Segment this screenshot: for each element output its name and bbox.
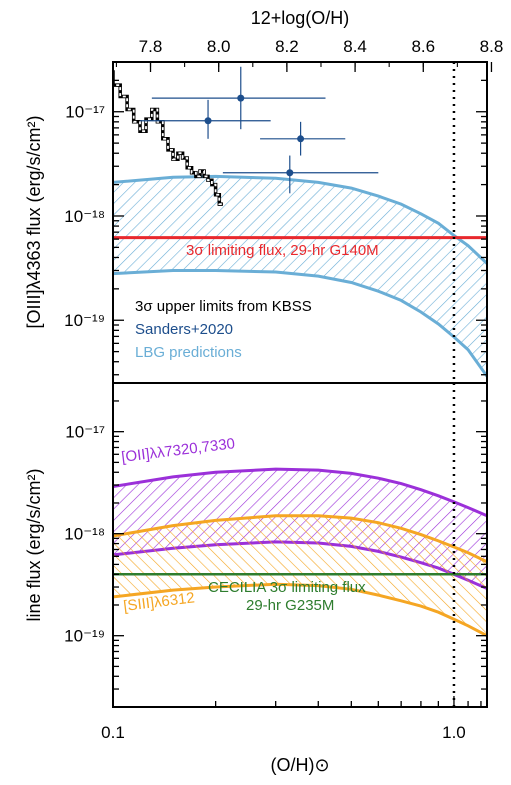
lbg-band-upper: [113, 174, 487, 265]
sanders-point: [204, 117, 212, 125]
legend-lbg: LBG predictions: [135, 344, 242, 361]
bottom-y-tick-label: 10⁻¹⁸: [64, 525, 105, 544]
g140m-limit-label: 3σ limiting flux, 29-hr G140M: [186, 242, 379, 259]
bottom-y-tick-label: 10⁻¹⁷: [65, 423, 105, 442]
g235m-limit-label-2: 29-hr G235M: [246, 597, 334, 614]
sanders-point: [297, 135, 305, 143]
bottom-x-tick-label: 0.1: [101, 723, 125, 742]
kbss-line-dots: [113, 70, 223, 205]
siii-band-group: [113, 514, 487, 638]
top-panel: 10⁻¹⁷ 10⁻¹⁸ 10⁻¹⁹ 7.8 8.0 8.2 8.4 8.6 8.8: [64, 37, 504, 384]
top-axis-title: 12+log(O/H): [251, 8, 350, 28]
top-y-tick-label: 10⁻¹⁷: [65, 103, 105, 122]
sanders-point: [286, 169, 294, 177]
top-x-tick-label: 8.8: [480, 37, 504, 56]
sanders-point: [237, 94, 245, 102]
bottom-panel-frame: [112, 382, 488, 708]
bottom-x-tick-label: 1.0: [442, 723, 466, 742]
top-y-tick-label: 10⁻¹⁹: [64, 311, 105, 330]
legend-kbss: 3σ upper limits from KBSS: [135, 298, 312, 315]
oii-band-upper: [113, 467, 487, 518]
top-x-tick-label: 8.0: [207, 37, 231, 56]
bottom-panel: 10⁻¹⁷ 10⁻¹⁸ 10⁻¹⁹ 0.1 1.0: [64, 382, 488, 742]
top-x-tick-label: 8.2: [275, 37, 299, 56]
legend-sanders: Sanders+2020: [135, 321, 233, 338]
top-y-axis-title: [OIII]λ4363 flux (erg/s/cm²): [24, 115, 44, 328]
lbg-band-group: [113, 174, 487, 378]
g235m-limit-label: CECILIA 3σ limiting flux: [208, 579, 366, 596]
siii-band-lower: [113, 582, 487, 638]
bottom-y-tick-label: 10⁻¹⁹: [64, 627, 105, 646]
kbss-group: [113, 70, 223, 206]
siii-band-upper: [113, 514, 487, 564]
oii-band-label: [OII]λλ7320,7330: [120, 435, 235, 466]
lbg-band-fill: [113, 176, 487, 377]
bottom-x-axis-title: (O/H)⊙: [270, 755, 329, 775]
lbg-band-lower: [113, 269, 487, 378]
top-x-tick-label: 7.8: [139, 37, 163, 56]
top-x-tick-label: 8.6: [411, 37, 435, 56]
siii-band-fill: [113, 515, 487, 636]
bottom-y-axis-title: line flux (erg/s/cm²): [24, 468, 44, 621]
top-y-tick-label: 10⁻¹⁸: [64, 207, 105, 226]
top-x-tick-label: 8.4: [343, 37, 367, 56]
